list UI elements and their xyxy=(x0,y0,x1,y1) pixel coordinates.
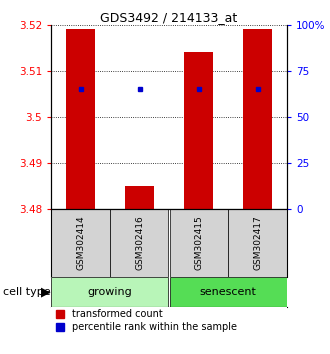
Text: cell type: cell type xyxy=(3,287,51,297)
Bar xyxy=(243,29,272,210)
Title: GDS3492 / 214133_at: GDS3492 / 214133_at xyxy=(101,11,238,24)
Text: GSM302416: GSM302416 xyxy=(135,216,144,270)
Text: GSM302415: GSM302415 xyxy=(194,216,203,270)
Bar xyxy=(125,186,154,210)
Bar xyxy=(51,210,110,276)
Bar xyxy=(184,52,214,210)
Bar xyxy=(110,210,168,276)
Bar xyxy=(228,210,287,276)
Legend: transformed count, percentile rank within the sample: transformed count, percentile rank withi… xyxy=(56,309,237,332)
Bar xyxy=(66,29,95,210)
Text: GSM302417: GSM302417 xyxy=(253,216,262,270)
Text: ▶: ▶ xyxy=(41,285,51,298)
Text: growing: growing xyxy=(88,287,133,297)
Text: GSM302414: GSM302414 xyxy=(76,216,85,270)
Bar xyxy=(170,276,287,307)
Bar xyxy=(51,276,168,307)
Text: senescent: senescent xyxy=(200,287,256,297)
Bar xyxy=(170,210,228,276)
